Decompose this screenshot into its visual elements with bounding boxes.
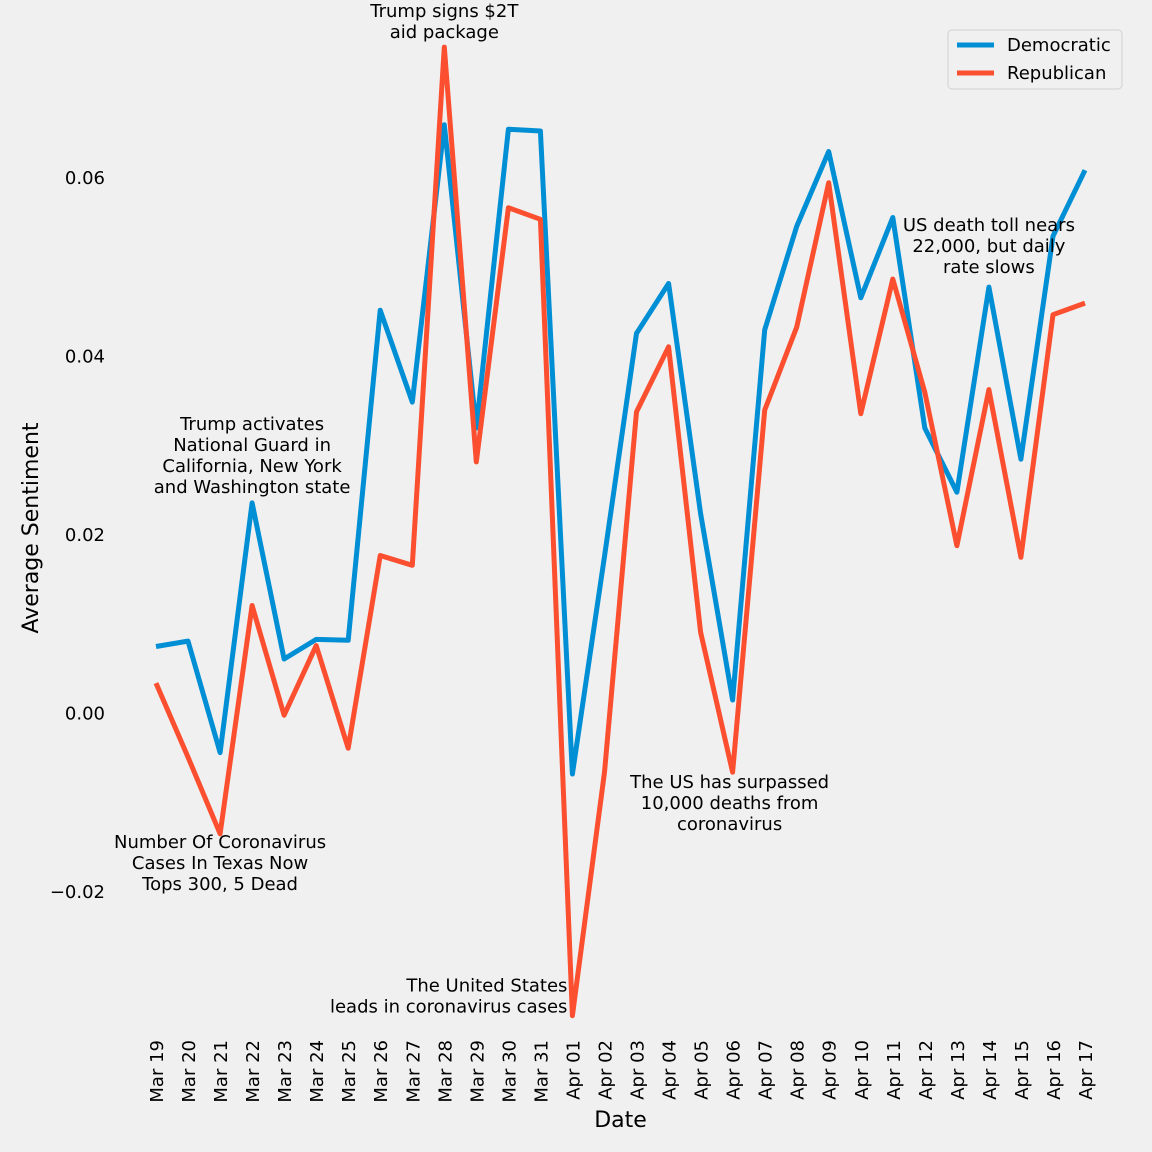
y-tick-label: 0.02 <box>65 525 105 546</box>
y-tick-label: 0.06 <box>65 168 105 189</box>
x-tick-label: Apr 03 <box>628 1040 649 1100</box>
x-tick-label: Apr 10 <box>852 1040 873 1100</box>
x-tick-label: Mar 31 <box>531 1040 552 1103</box>
legend[interactable]: Democratic Republican <box>947 29 1123 90</box>
y-tick-label: 0.04 <box>65 347 105 368</box>
y-tick-label: 0.00 <box>65 703 105 724</box>
x-tick-label: Apr 12 <box>916 1040 937 1100</box>
x-tick-label: Mar 28 <box>435 1040 456 1103</box>
series-line-republican <box>153 44 1086 1019</box>
x-tick-label: Apr 07 <box>756 1040 777 1100</box>
x-tick-label: Mar 21 <box>211 1040 232 1103</box>
x-tick-label: Mar 24 <box>307 1040 328 1103</box>
annotation: The US has surpassed 10,000 deaths from co… <box>629 772 829 835</box>
annotations: Trump signs $2T aid package Trump activate… <box>114 1 1075 1018</box>
y-tick-label: −0.02 <box>50 882 105 903</box>
x-tick-label: Mar 30 <box>499 1040 520 1103</box>
x-tick-label: Apr 01 <box>563 1040 584 1100</box>
x-tick-label: Apr 14 <box>980 1040 1001 1100</box>
y-tick-labels: −0.02 0.00 0.02 0.04 0.06 <box>50 168 105 903</box>
y-axis-title: Average Sentiment <box>19 422 44 633</box>
x-tick-label: Apr 02 <box>595 1040 616 1100</box>
annotation: The United States leads in coronavirus ca… <box>330 976 567 1018</box>
legend-label-republican: Republican <box>1007 63 1106 84</box>
legend-label-democratic: Democratic <box>1007 35 1111 56</box>
x-tick-label: Mar 27 <box>403 1040 424 1103</box>
x-tick-label: Apr 11 <box>884 1040 905 1100</box>
axis-titles: Date Average Sentiment <box>19 422 647 1133</box>
x-tick-label: Apr 17 <box>1076 1040 1097 1100</box>
series-lines <box>153 44 1088 1019</box>
x-tick-label: Apr 05 <box>692 1040 713 1100</box>
x-tick-label: Mar 29 <box>467 1040 488 1103</box>
x-tick-label: Mar 26 <box>371 1040 392 1103</box>
x-tick-labels: Mar 19 Mar 20 Mar 21 Mar 22 Mar 23 Mar 24 Mar … <box>147 1040 1097 1103</box>
x-tick-label: Mar 23 <box>275 1040 296 1103</box>
x-tick-label: Apr 04 <box>660 1040 681 1100</box>
x-tick-label: Apr 13 <box>948 1040 969 1100</box>
x-tick-label: Apr 06 <box>724 1040 745 1100</box>
annotation: Trump signs $2T aid package <box>369 1 519 43</box>
x-tick-label: Apr 16 <box>1044 1040 1065 1100</box>
x-tick-label: Apr 09 <box>820 1040 841 1100</box>
x-tick-label: Mar 19 <box>147 1040 168 1103</box>
annotation: Trump activates National Guard in Californ… <box>154 414 351 498</box>
annotation: Number Of Coronavirus Cases In Texas Now T… <box>114 832 326 895</box>
x-tick-label: Mar 25 <box>339 1040 360 1103</box>
x-axis-title: Date <box>594 1108 647 1133</box>
series-line-democratic <box>155 122 1088 777</box>
x-tick-label: Mar 22 <box>243 1040 264 1103</box>
x-tick-label: Apr 15 <box>1012 1040 1033 1100</box>
annotation: US death toll nears 22,000, but daily rate… <box>903 215 1075 278</box>
x-tick-label: Mar 20 <box>179 1040 200 1103</box>
x-tick-label: Apr 08 <box>788 1040 809 1100</box>
